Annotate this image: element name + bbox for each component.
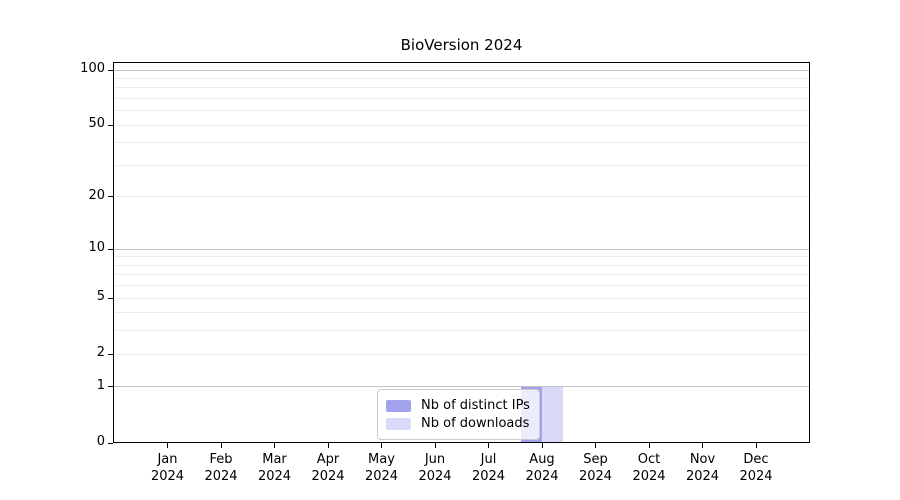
x-tick-label: Aug 2024	[525, 452, 559, 484]
x-tick-mark	[167, 443, 168, 448]
y-gridline-minor	[113, 142, 810, 144]
x-tick-mark	[541, 443, 543, 448]
x-tick-label: Apr 2024	[311, 452, 345, 484]
y-gridline-major	[113, 69, 810, 71]
y-gridline-minor	[113, 87, 810, 89]
y-gridline-minor	[113, 312, 810, 314]
y-tick-mark	[108, 442, 113, 444]
y-tick-label: 20	[88, 187, 105, 203]
x-tick-label: Sep 2024	[578, 452, 613, 484]
y-tick-label: 100	[80, 61, 105, 76]
x-tick-label: Mar 2024	[257, 452, 292, 484]
legend-entry-downloads: Nb of downloads	[386, 415, 530, 432]
y-gridline-minor	[113, 196, 810, 198]
x-tick-mark	[648, 443, 650, 448]
y-tick-label: 5	[96, 289, 105, 305]
legend-swatch-distinct-ips	[386, 399, 411, 412]
y-tick-mark	[108, 353, 113, 355]
x-tick-label: Jul 2024	[471, 452, 506, 484]
chart-title: BioVersion 2024	[400, 36, 523, 54]
y-gridline-minor	[113, 297, 810, 299]
y-tick-mark	[108, 248, 113, 250]
x-tick-label: May 2024	[364, 452, 399, 484]
x-tick-mark	[434, 443, 436, 448]
x-tick-label: Dec 2024	[739, 452, 773, 484]
y-gridline-minor	[113, 97, 810, 99]
x-tick-mark	[274, 443, 275, 448]
y-tick-mark	[108, 297, 113, 299]
x-tick-label: Oct 2024	[632, 452, 666, 484]
x-tick-mark	[381, 443, 382, 448]
bar-downloads	[542, 386, 563, 443]
x-tick-mark	[755, 443, 757, 448]
y-gridline-minor	[113, 264, 810, 266]
x-tick-label: Jun 2024	[418, 452, 452, 484]
legend-swatch-downloads	[386, 417, 411, 430]
x-tick-label: Jan 2024	[150, 452, 185, 484]
x-tick-mark	[595, 443, 596, 448]
x-tick-mark	[220, 443, 222, 448]
y-gridline-minor	[113, 353, 810, 355]
plot-area: Nb of distinct IPs Nb of downloads 0 1 2 5 1…	[80, 61, 810, 484]
y-gridline-major	[113, 386, 810, 388]
y-tick-mark	[108, 196, 113, 198]
x-tick-mark	[327, 443, 329, 448]
y-gridline-minor	[113, 274, 810, 276]
x-tick-label: Nov 2024	[685, 452, 720, 484]
legend: Nb of distinct IPs Nb of downloads	[377, 389, 540, 440]
legend-label-distinct-ips: Nb of distinct IPs	[421, 398, 530, 413]
y-gridline-minor	[113, 77, 810, 79]
x-tick-label: Feb 2024	[204, 452, 238, 484]
y-tick-label: 10	[88, 240, 105, 256]
y-gridline-minor	[113, 164, 810, 166]
y-tick-mark	[108, 124, 113, 126]
x-tick-mark	[488, 443, 489, 448]
y-tick-mark	[108, 386, 113, 388]
y-tick-mark	[108, 69, 113, 71]
y-tick-label: 1	[96, 377, 105, 393]
legend-label-downloads: Nb of downloads	[421, 416, 530, 431]
legend-entry-distinct-ips: Nb of distinct IPs	[386, 397, 530, 414]
y-tick-label: 50	[88, 116, 105, 132]
y-gridline-major	[113, 248, 810, 250]
y-gridline-minor	[113, 285, 810, 287]
y-gridline-minor	[113, 330, 810, 332]
x-tick-mark	[702, 443, 703, 448]
y-gridline-minor	[113, 124, 810, 126]
y-gridline-minor	[113, 110, 810, 112]
y-gridline-minor	[113, 256, 810, 258]
y-tick-label: 2	[96, 345, 105, 361]
y-tick-label: 0	[96, 434, 105, 449]
